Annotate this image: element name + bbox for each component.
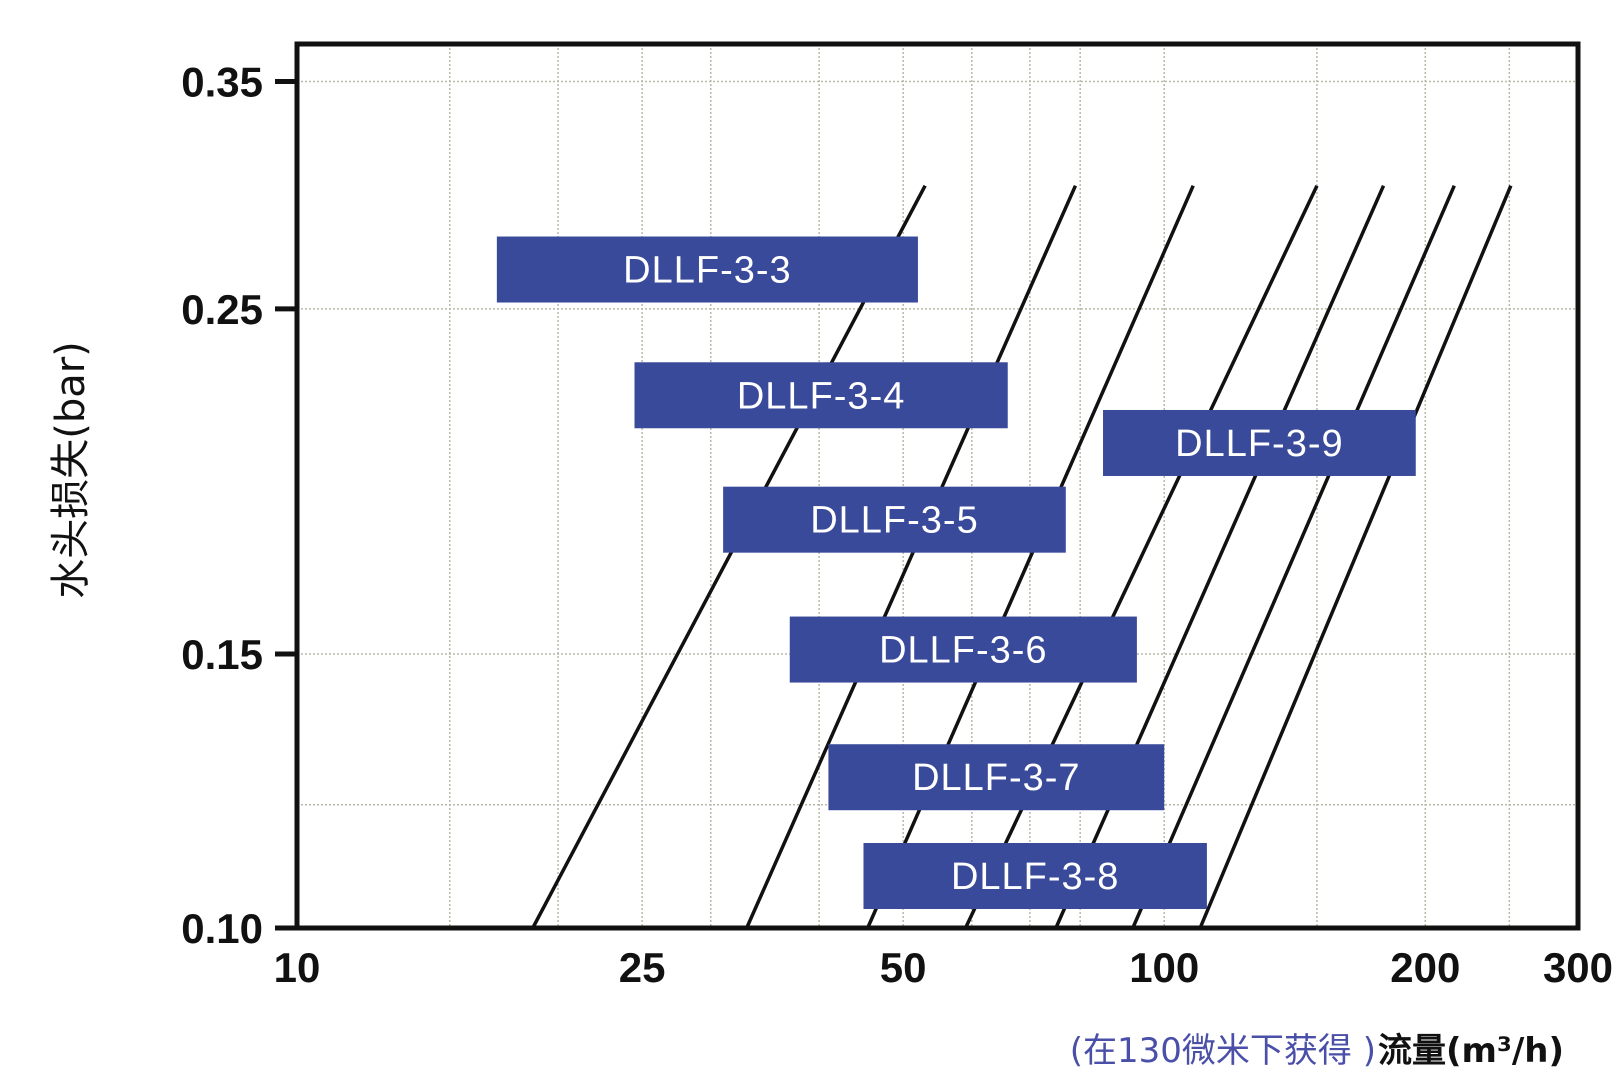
series-label-box-dllf-3-4 xyxy=(634,362,1008,429)
series-line-dllf-3-3 xyxy=(531,184,927,929)
series-label-dllf-3-7: DLLF-3-7 xyxy=(912,757,1081,799)
y-tick-label: 0.25 xyxy=(181,286,263,333)
series-label-box-dllf-3-5 xyxy=(723,486,1066,553)
series-label-dllf-3-6: DLLF-3-6 xyxy=(879,630,1048,672)
tick-layer: 10 25 50 100 200 300 0.10 0.15 0.25 0.35 xyxy=(181,59,1613,991)
series-label-dllf-3-5: DLLF-3-5 xyxy=(810,500,979,542)
series-label-dllf-3-4: DLLF-3-4 xyxy=(737,375,906,417)
x-tick-label: 300 xyxy=(1543,944,1613,991)
x-tick-label: 25 xyxy=(619,944,666,991)
series-label-box-dllf-3-3 xyxy=(496,236,918,303)
x-tick-label: 200 xyxy=(1390,944,1460,991)
x-axis-note: (在130微米下获得 ) xyxy=(1070,1031,1376,1071)
series-label-dllf-3-3: DLLF-3-3 xyxy=(623,250,792,292)
series-label-box-dllf-3-9 xyxy=(1103,409,1416,476)
series-line-dllf-3-9 xyxy=(1198,185,1513,929)
series-label-box-dllf-3-8 xyxy=(863,842,1207,909)
series-label-layer: DLLF-3-3 DLLF-3-4 DLLF-3-5 DLLF-3-6 DLLF-3-7… xyxy=(496,236,1416,909)
plot-frame xyxy=(294,41,1581,931)
series-label-box-dllf-3-7 xyxy=(828,744,1165,811)
y-axis-label: 水头损失(bar) xyxy=(48,341,94,599)
y-tick-label: 0.15 xyxy=(181,631,263,678)
x-tick-label: 50 xyxy=(880,944,927,991)
series-label-box-dllf-3-6 xyxy=(789,616,1137,683)
x-axis-label: 流量(m³/h) xyxy=(1378,1031,1564,1071)
series-line-dllf-3-8 xyxy=(1131,185,1456,929)
series-line-dllf-3-4 xyxy=(745,184,1078,929)
series-label-dllf-3-9: DLLF-3-9 xyxy=(1175,423,1344,465)
x-tick-label: 100 xyxy=(1129,944,1199,991)
y-tick-label: 0.35 xyxy=(181,59,263,106)
y-tick-label: 0.10 xyxy=(181,905,263,952)
x-tick-label: 10 xyxy=(274,944,321,991)
series-label-dllf-3-8: DLLF-3-8 xyxy=(951,856,1120,898)
